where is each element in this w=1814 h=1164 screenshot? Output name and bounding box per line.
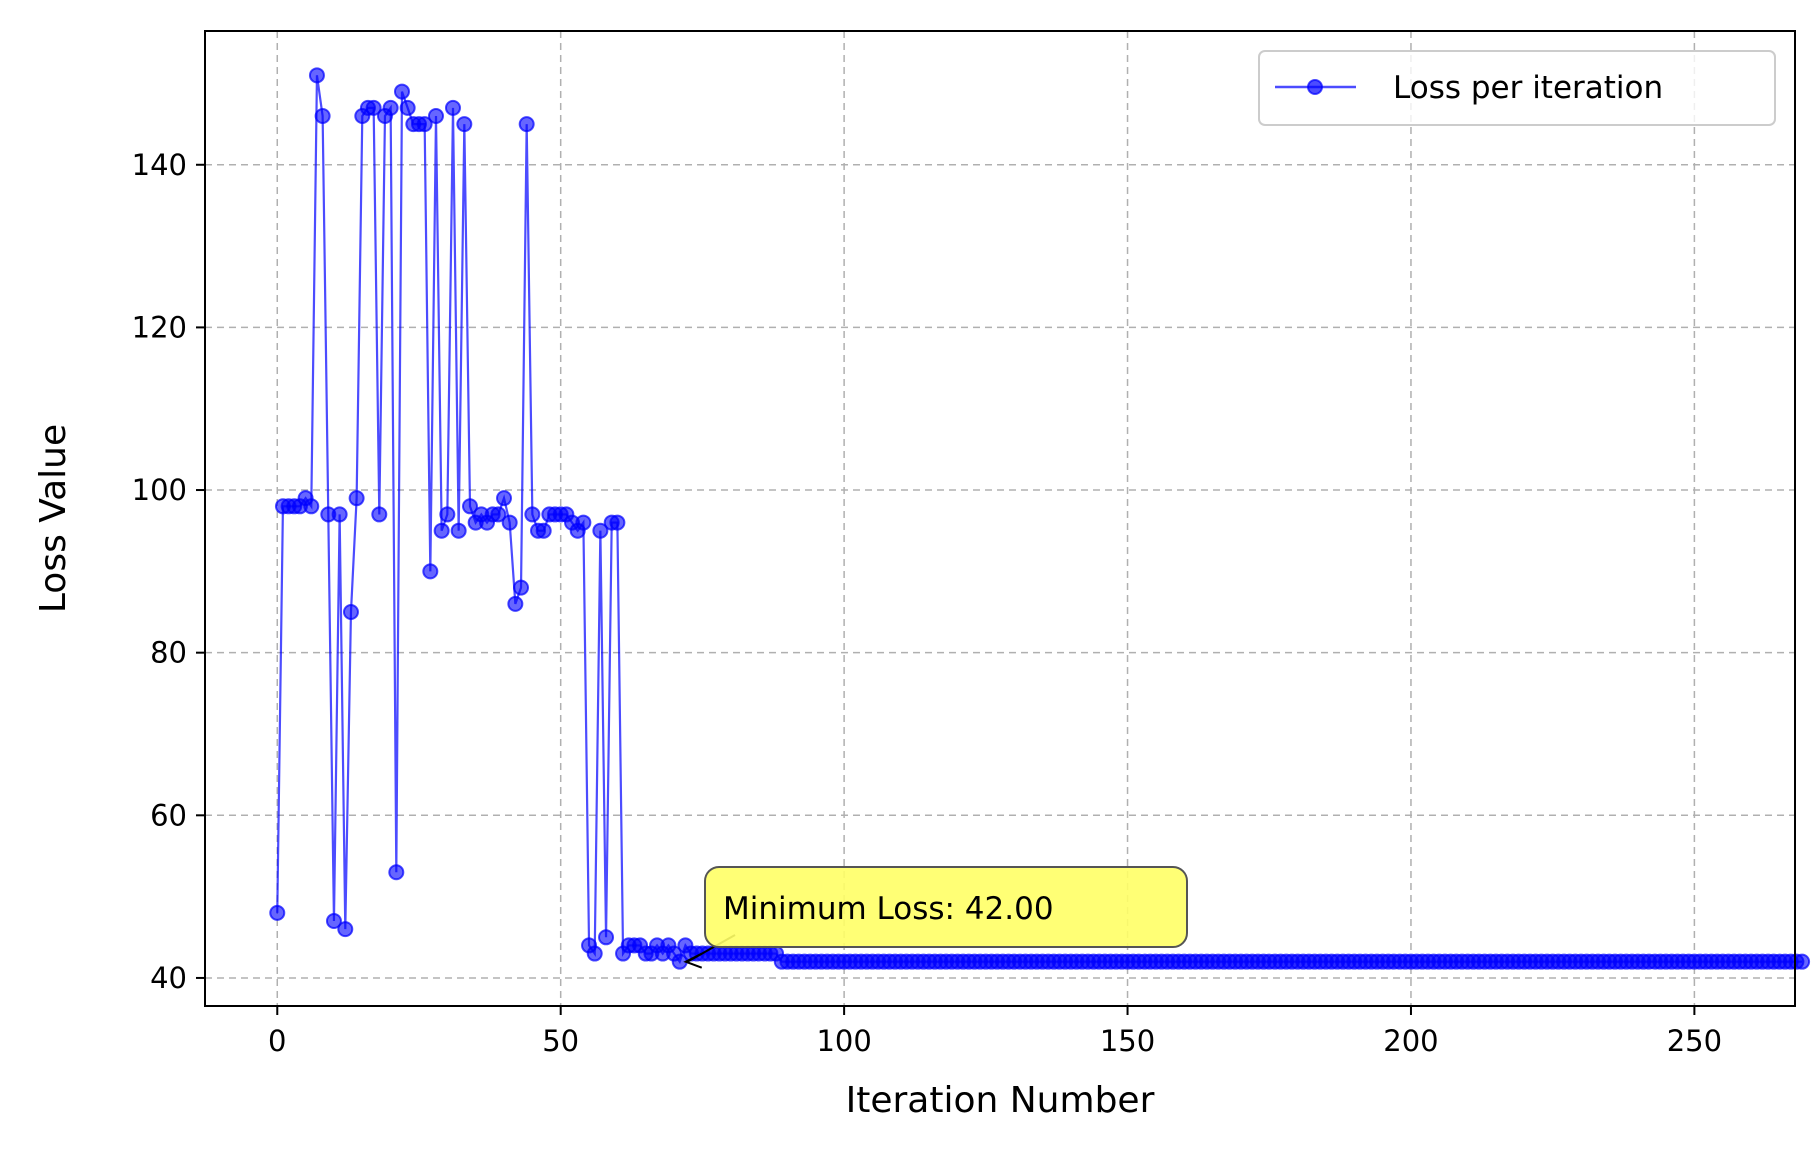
data-point [518,116,535,133]
data-point [586,945,603,962]
annotation-arrow-head [683,952,703,969]
y-tick-label: 100 [132,473,187,507]
data-point [592,522,609,539]
data-point [439,506,456,523]
data-point [444,99,461,116]
data-point [598,929,615,946]
y-tick-label: 60 [150,798,187,832]
data-point [501,514,518,531]
data-point [496,490,513,507]
y-tick-label: 80 [150,636,187,670]
data-point [609,514,626,531]
data-point [456,116,473,133]
data-point [535,522,552,539]
data-point [507,595,524,612]
series-loss-per-iteration [269,67,1811,970]
data-point [308,67,325,84]
data-point [331,506,348,523]
legend-label: Loss per iteration [1393,70,1663,106]
data-point [348,490,365,507]
data-point [371,506,388,523]
x-tick-label: 150 [1100,1024,1155,1058]
data-point [490,506,507,523]
x-tick-label: 100 [816,1024,871,1058]
data-point [314,107,331,124]
data-point [342,604,359,621]
data-point [462,498,478,515]
data-point [303,498,320,515]
data-point [427,107,444,124]
data-point [365,99,382,116]
data-point [399,99,416,116]
data-point [382,99,399,116]
data-point [1794,953,1811,970]
data-point [450,522,467,539]
y-tick-label: 40 [150,961,187,995]
x-tick-label: 200 [1383,1024,1438,1058]
legend: Loss per iteration [1258,50,1776,126]
data-point [388,864,405,881]
data-point [416,116,433,133]
x-tick-label: 0 [268,1024,286,1058]
y-tick-label: 140 [132,148,187,182]
data-point [393,83,410,100]
data-point [524,506,541,523]
legend-marker-swatch [1307,79,1323,95]
data-point [337,921,354,938]
min-loss-annotation: Minimum Loss: 42.00 [683,866,1188,969]
annotation-text: Minimum Loss: 42.00 [723,891,1054,927]
y-axis-label: Loss Value [33,424,74,613]
y-tick-label: 120 [132,310,187,344]
data-point [575,514,592,531]
x-axis-label: Iteration Number [846,1080,1155,1121]
data-point [325,913,342,930]
x-tick-label: 250 [1667,1024,1722,1058]
plot-frame [204,30,1796,1007]
legend-box [1258,50,1776,126]
x-tick-label: 50 [542,1024,579,1058]
annotation-box [704,866,1188,948]
data-point [269,904,286,921]
data-point [433,522,450,539]
data-point [513,579,530,596]
x-axis-ticks: 0 50 100 150 200 250 [268,1006,1722,1058]
data-point [422,563,439,580]
y-axis-ticks: 40 60 80 100 120 140 [132,148,205,995]
